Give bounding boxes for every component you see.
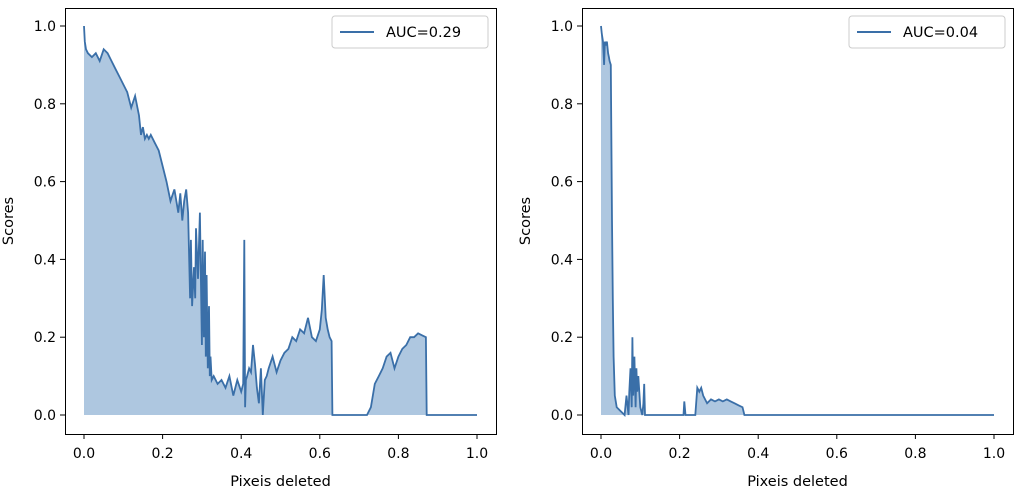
y-tick-label: 0.4 <box>551 252 573 268</box>
x-tick-label: 0.4 <box>230 446 252 462</box>
y-tick-label: 0.6 <box>551 175 573 191</box>
y-tick-label: 0.2 <box>34 330 56 346</box>
legend: AUC=0.29 <box>331 15 489 49</box>
x-tick-label: 0.6 <box>309 446 331 462</box>
series-fill-1 <box>84 26 477 415</box>
y-tick-label: 0.4 <box>34 252 56 268</box>
chart-panel-1: 0.0 0.2 0.4 0.6 0.8 1.0 0.0 0.2 0.4 0.6 0.8 1.0 Pixe… <box>1 8 497 490</box>
y-tick-label: 0.6 <box>34 175 56 191</box>
y-tick-label: 0.0 <box>551 408 573 424</box>
x-tick-label: 0.8 <box>904 446 926 462</box>
x-axis-label: Pixeis deleted <box>230 474 331 490</box>
legend-box <box>331 15 489 49</box>
y-axis-label: Scores <box>518 197 534 245</box>
legend: AUC=0.04 <box>848 15 1006 49</box>
plot-frame <box>582 8 1014 435</box>
y-axis-label: Scores <box>1 197 17 245</box>
legend-label: AUC=0.29 <box>386 25 461 41</box>
x-tick-label: 0.2 <box>668 446 690 462</box>
y-tick-label: 0.8 <box>34 97 56 113</box>
y-tick-label: 0.8 <box>551 97 573 113</box>
x-tick-label: 0.4 <box>747 446 769 462</box>
x-tick-label: 1.0 <box>983 446 1005 462</box>
x-axis-label: Pixeis deleted <box>747 474 848 490</box>
y-tick-label: 1.0 <box>34 19 56 35</box>
x-tick-label: 0.6 <box>826 446 848 462</box>
legend-box <box>848 15 1006 49</box>
x-tick-label: 0.0 <box>73 446 95 462</box>
plot-frame <box>65 8 497 435</box>
x-tick-label: 0.2 <box>151 446 173 462</box>
legend-label: AUC=0.04 <box>903 25 978 41</box>
y-tick-label: 0.0 <box>34 408 56 424</box>
x-tick-label: 0.8 <box>387 446 409 462</box>
chart-panel-2: 0.0 0.2 0.4 0.6 0.8 1.0 0.0 0.2 0.4 0.6 0.8 1.0 Pixe… <box>518 8 1014 490</box>
series-line-1 <box>600 25 994 417</box>
y-tick-label: 1.0 <box>551 19 573 35</box>
series-fill-1 <box>601 26 994 415</box>
y-tick-label: 0.2 <box>551 330 573 346</box>
x-tick-label: 0.0 <box>590 446 612 462</box>
series-line-1 <box>83 25 477 416</box>
x-tick-label: 1.0 <box>466 446 488 462</box>
